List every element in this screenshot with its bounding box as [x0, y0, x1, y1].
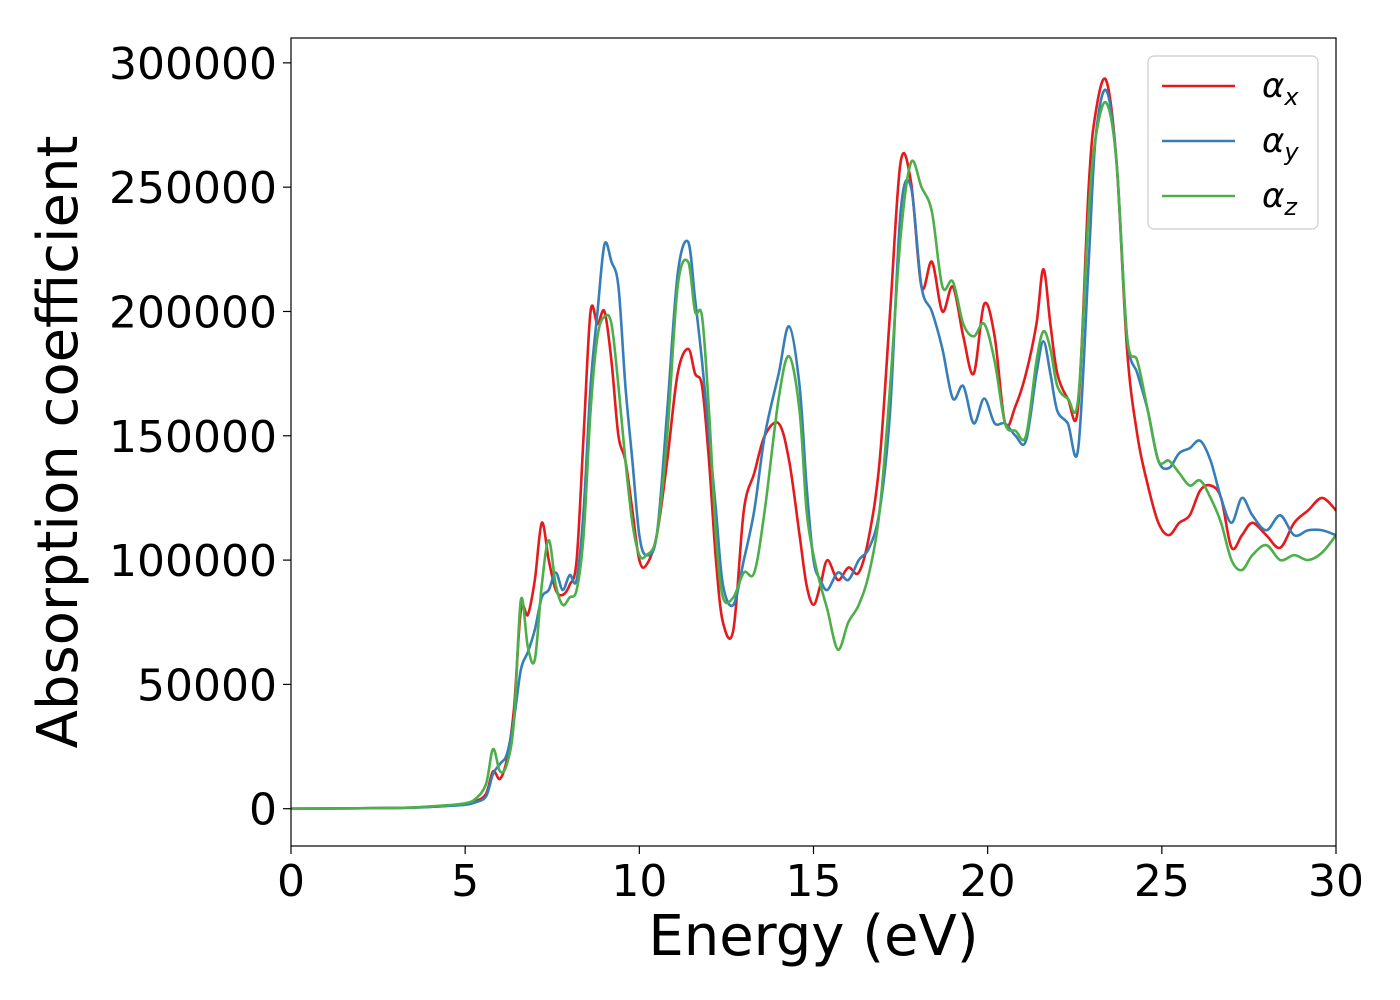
y-axis-title: Absorption coefficient: [26, 136, 91, 749]
series-line-alpha-x: [291, 77, 1336, 811]
x-tick-label: 25: [1134, 856, 1190, 907]
y-tick-label: 200000: [109, 287, 277, 338]
y-axis: 0 50000 100000 150000 200000 250000 300000: [109, 39, 291, 836]
series-layer: [291, 77, 1336, 811]
y-tick-label: 0: [249, 785, 277, 836]
x-tick-label: 0: [277, 856, 305, 907]
x-tick-label: 15: [786, 856, 842, 907]
y-tick-label: 150000: [109, 412, 277, 463]
x-tick-label: 30: [1308, 856, 1364, 907]
y-tick-label: 250000: [109, 163, 277, 214]
x-axis-title: Energy (eV): [648, 904, 978, 969]
y-tick-label: 100000: [109, 536, 277, 587]
x-tick-label: 10: [611, 856, 667, 907]
series-line-alpha-z: [291, 100, 1336, 811]
x-tick-label: 20: [960, 856, 1016, 907]
x-tick-label: 5: [451, 856, 479, 907]
y-tick-label: 50000: [137, 660, 277, 711]
series-line-alpha-y: [291, 88, 1336, 811]
legend-box: [1147, 55, 1319, 230]
x-axis: 0 5 10 15 20 25 30: [277, 846, 1364, 907]
y-tick-label: 300000: [109, 39, 277, 90]
